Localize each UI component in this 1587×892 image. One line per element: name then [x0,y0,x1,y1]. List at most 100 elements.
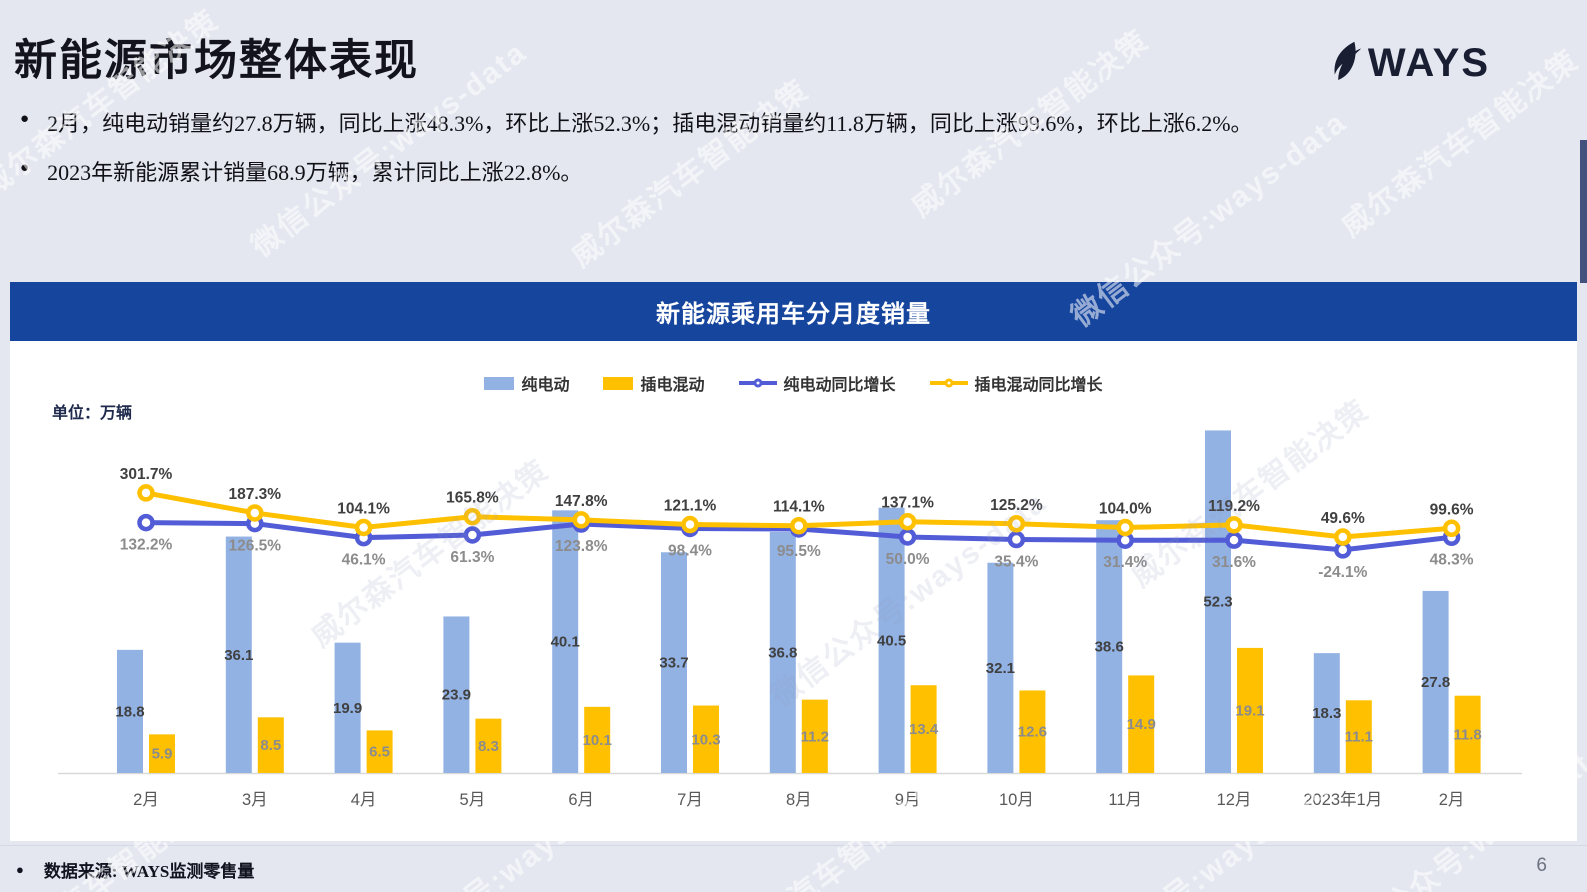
bar-label: 10.1 [583,732,612,749]
bar-label: 18.3 [1312,705,1341,722]
bar [878,507,905,773]
line-marker [1007,515,1026,533]
bar-label: 32.1 [986,660,1015,677]
bar-label: 27.8 [1421,674,1450,691]
bar [1019,690,1046,773]
chart-header: 新能源乘用车分月度销量 [10,282,1577,341]
legend-label: 插电混动同比增长 [974,377,1103,394]
bar [1237,647,1263,773]
bar [584,706,611,773]
line-marker [463,526,482,544]
bullet-2: ● 2023年新能源累计销量68.9万辆，累计同比上涨22.8%。 [18,155,1253,187]
bullet-dot: ● [20,160,30,176]
right-edge-bar [1580,140,1587,283]
line-marker [246,504,264,522]
bar-label: 33.7 [659,655,688,672]
bar [366,730,393,773]
line-label: 98.4% [668,542,712,559]
bar-label: 40.1 [551,634,580,651]
line-marker [137,484,155,502]
chart-title: 新能源乘用车分月度销量 [656,302,931,328]
line-label: 187.3% [229,486,282,503]
line-label: 104.1% [337,500,390,517]
line-marker [1007,530,1026,549]
bar-label: 23.9 [442,687,471,704]
page-title: 新能源市场整体表现 [14,38,419,85]
x-tick-label: 2月 [133,791,159,809]
x-tick-label: 3月 [242,791,268,809]
bar-label: 52.3 [1203,594,1232,611]
bullet-1: ● 2月，纯电动销量约27.8万辆，同比上涨48.3%，环比上涨52.3%；插电混… [18,106,1253,138]
legend-label: 纯电动同比增长 [783,377,896,394]
bullet-1-text: 2月，纯电动销量约27.8万辆，同比上涨48.3%，环比上涨52.3%；插电混动… [47,111,1253,136]
bar [552,510,579,773]
x-tick-label: 7月 [677,791,703,809]
line-marker [790,516,808,535]
bar [117,649,143,773]
line-marker [1334,528,1352,546]
chart-legend: 纯电动 插电混动 纯电动同比增长 插电混动同比增长 [10,371,1577,395]
line-marker [137,513,155,532]
line-marker [1442,519,1461,538]
x-tick-label: 10月 [999,791,1034,809]
legend-marker-icon [944,378,954,388]
x-tick-label: 2月 [1439,791,1465,809]
bar [693,705,719,773]
x-tick-label: 9月 [895,791,921,809]
line-marker [898,528,917,546]
line-label: 121.1% [664,498,717,515]
bullet-dot: ● [20,111,30,127]
line-label: 46.1% [342,552,386,569]
data-source-text: 数据来源: WAYS监测零售量 [43,862,255,881]
line-label: 50.0% [886,551,930,568]
legend-marker-icon [753,378,762,388]
legend-bar-swatch [484,376,515,390]
legend-line-swatch [738,378,777,388]
line-marker [572,511,590,529]
bar [1422,590,1449,773]
line-marker [898,512,917,531]
x-tick-label: 8月 [786,791,812,809]
line-label: 48.3% [1430,551,1474,568]
legend-bar-swatch [603,376,634,390]
bar-label: 19.9 [333,700,362,717]
line-label: 132.2% [120,537,173,554]
line-label: 119.2% [1208,498,1260,515]
chart-body: 纯电动 插电混动 纯电动同比增长 插电混动同比增长 单位：万辆 18.8 36.1 19.… [10,341,1577,841]
bar [1345,700,1372,773]
line-label: 125.2% [990,497,1043,514]
x-tick-label: 2023年1月 [1303,790,1382,809]
line-marker [463,507,482,526]
x-tick-label: 6月 [568,791,594,809]
bar [661,552,687,773]
x-tick-label: 12月 [1217,791,1252,809]
line-label: 104.0% [1099,501,1152,518]
bar-label: 38.6 [1095,639,1124,656]
unit-label: 单位：万辆 [52,405,133,422]
line-label: 114.1% [773,499,825,516]
line-label: 31.6% [1212,554,1256,571]
line-label: 301.7% [120,466,173,483]
bar [257,717,284,773]
legend-item: 纯电动同比增长 [738,371,896,395]
bar-label: 5.9 [152,746,173,763]
line-label: 126.5% [229,538,282,555]
logo-text: WAYS [1367,40,1490,85]
bar-label: 13.4 [909,721,939,738]
line-marker [1225,516,1243,534]
bar [769,531,796,773]
bar-label: 10.3 [691,731,720,748]
footer: ● 数据来源: WAYS监测零售量 6 [0,845,1587,892]
data-source: ● 数据来源: WAYS监测零售量 [16,857,254,882]
bar-label: 12.6 [1018,724,1047,741]
bar [1313,653,1340,773]
legend-label: 插电混动 [640,377,705,394]
bar-label: 6.5 [369,744,390,761]
line-label: 137.1% [881,495,934,512]
x-tick-label: 5月 [460,791,486,809]
bar [225,536,252,773]
bar [149,734,175,773]
bar-label: 11.2 [801,728,829,745]
legend-label: 纯电动 [521,377,570,394]
